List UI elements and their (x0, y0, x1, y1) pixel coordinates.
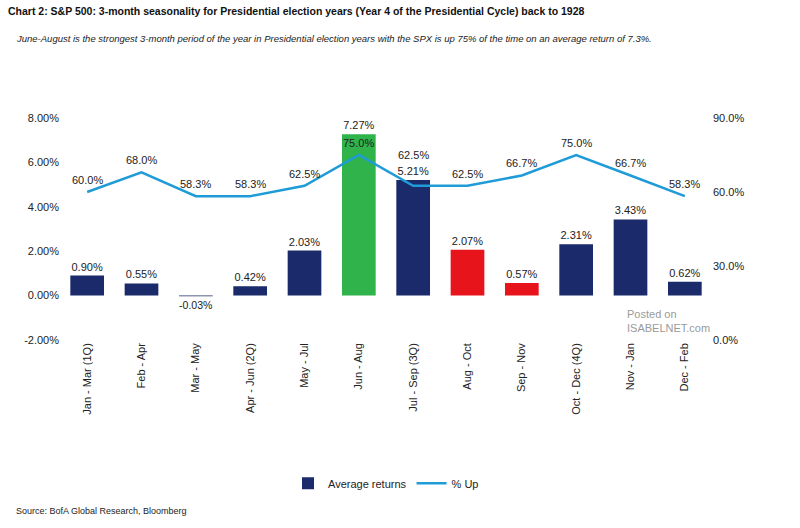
svg-text:0.0%: 0.0% (713, 334, 738, 346)
svg-text:62.5%: 62.5% (452, 168, 483, 180)
svg-text:75.0%: 75.0% (343, 137, 374, 149)
svg-text:Mar - May: Mar - May (189, 343, 201, 393)
svg-text:2.03%: 2.03% (289, 236, 320, 248)
svg-text:0.42%: 0.42% (234, 271, 265, 283)
svg-text:Oct - Dec (4Q): Oct - Dec (4Q) (570, 343, 582, 415)
svg-text:May - Jul: May - Jul (298, 343, 310, 388)
svg-text:7.27%: 7.27% (343, 119, 374, 131)
svg-text:60.0%: 60.0% (72, 174, 103, 186)
svg-text:Chart 2: S&P 500: 3-month seas: Chart 2: S&P 500: 3-month seasonality fo… (8, 5, 585, 17)
svg-text:62.5%: 62.5% (398, 149, 429, 161)
svg-text:Apr - Jun (2Q): Apr - Jun (2Q) (244, 343, 256, 413)
svg-text:68.0%: 68.0% (126, 154, 157, 166)
svg-text:58.3%: 58.3% (669, 178, 700, 190)
svg-text:Aug - Oct: Aug - Oct (461, 343, 473, 389)
svg-text:66.7%: 66.7% (615, 157, 646, 169)
svg-text:2.00%: 2.00% (28, 245, 59, 257)
svg-text:0.90%: 0.90% (71, 261, 102, 273)
svg-text:-0.03%: -0.03% (179, 299, 212, 311)
svg-text:60.0%: 60.0% (713, 186, 744, 198)
svg-text:June-August is the strongest 3: June-August is the strongest 3-month per… (16, 33, 652, 44)
svg-text:4.00%: 4.00% (28, 201, 59, 213)
svg-text:3.43%: 3.43% (615, 204, 646, 216)
svg-text:2.07%: 2.07% (452, 235, 483, 247)
svg-text:66.7%: 66.7% (506, 157, 537, 169)
svg-text:0.62%: 0.62% (669, 267, 700, 279)
svg-text:6.00%: 6.00% (28, 156, 59, 168)
svg-text:90.0%: 90.0% (713, 112, 744, 124)
svg-text:0.00%: 0.00% (28, 289, 59, 301)
svg-text:Jun - Aug: Jun - Aug (352, 343, 364, 389)
svg-text:75.0%: 75.0% (561, 137, 592, 149)
svg-text:Posted onISABELNET.com: Posted onISABELNET.com (627, 308, 710, 334)
svg-text:0.57%: 0.57% (506, 268, 537, 280)
svg-text:Source: BofA Global Research,: Source: BofA Global Research, Bloomberg (16, 506, 187, 516)
svg-text:Dec - Feb: Dec - Feb (678, 343, 690, 391)
svg-text:Average returns: Average returns (328, 478, 407, 490)
svg-text:Jan - Mar (1Q): Jan - Mar (1Q) (81, 343, 93, 415)
svg-text:58.3%: 58.3% (235, 178, 266, 190)
svg-text:-2.00%: -2.00% (24, 334, 59, 346)
svg-text:8.00%: 8.00% (28, 112, 59, 124)
svg-text:62.5%: 62.5% (289, 168, 320, 180)
svg-text:% Up: % Up (452, 478, 479, 490)
svg-text:Nov - Jan: Nov - Jan (624, 343, 636, 390)
svg-text:Feb - Apr: Feb - Apr (135, 343, 147, 389)
svg-text:5.21%: 5.21% (397, 165, 428, 177)
svg-text:Jul - Sep (3Q): Jul - Sep (3Q) (407, 343, 419, 411)
svg-text:0.55%: 0.55% (126, 268, 157, 280)
svg-text:2.31%: 2.31% (560, 229, 591, 241)
svg-text:Sep - Nov: Sep - Nov (515, 343, 527, 392)
svg-text:30.0%: 30.0% (713, 260, 744, 272)
svg-text:58.3%: 58.3% (180, 178, 211, 190)
